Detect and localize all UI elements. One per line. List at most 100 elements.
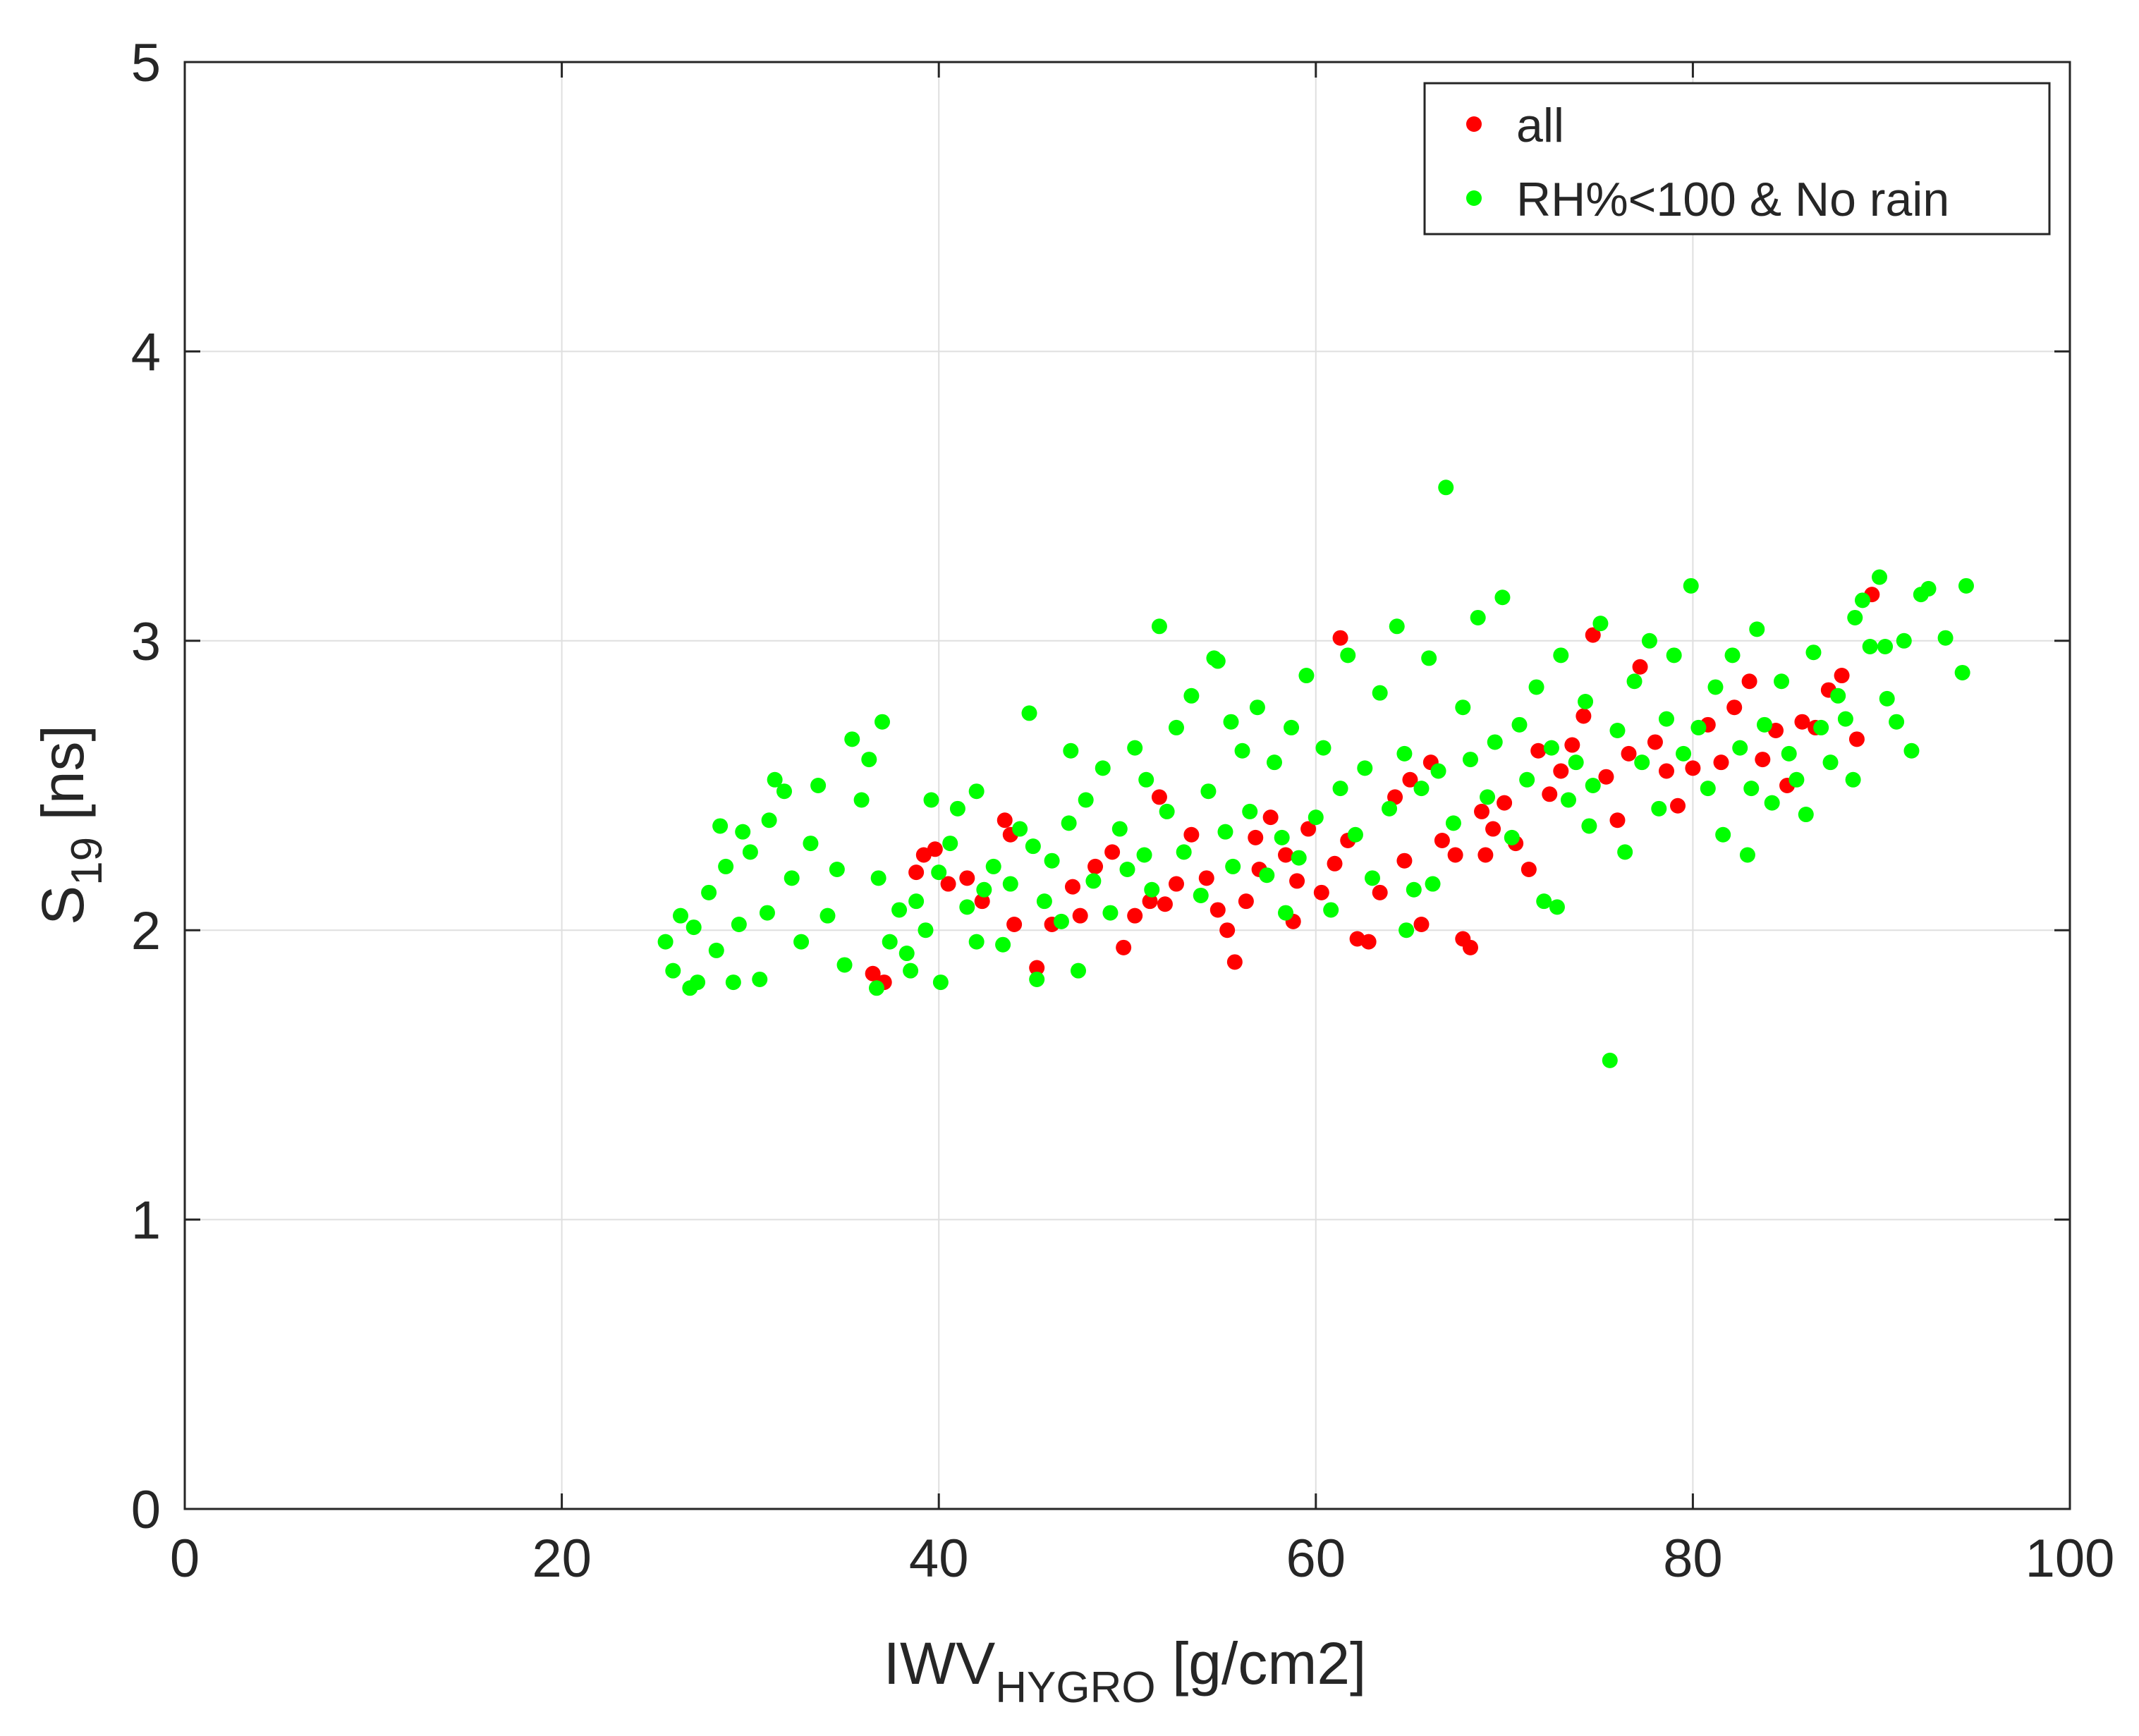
data-point xyxy=(1632,659,1648,675)
data-point xyxy=(1142,893,1158,910)
data-point xyxy=(731,916,747,932)
data-point xyxy=(1064,879,1080,895)
data-point xyxy=(1647,734,1663,750)
data-point xyxy=(1116,939,1132,955)
data-point xyxy=(1238,893,1254,910)
data-point xyxy=(1487,734,1503,750)
data-point xyxy=(908,893,925,910)
data-point xyxy=(1430,763,1446,779)
data-point xyxy=(1470,609,1486,625)
data-point xyxy=(985,858,1001,874)
data-point xyxy=(870,870,886,886)
data-point xyxy=(1151,618,1167,635)
data-point xyxy=(1879,690,1895,707)
legend-box xyxy=(1423,82,2051,236)
plot-frame xyxy=(183,61,2071,1510)
data-point xyxy=(1157,896,1173,912)
y-tick-label: 2 xyxy=(131,901,161,961)
data-point xyxy=(1300,821,1317,837)
data-point xyxy=(1474,803,1490,819)
data-point xyxy=(949,800,965,817)
data-point xyxy=(1937,630,1954,646)
data-point xyxy=(1813,719,1829,735)
data-point xyxy=(1609,812,1626,829)
data-point xyxy=(1658,711,1674,727)
data-point xyxy=(1217,824,1233,840)
data-point xyxy=(1774,673,1790,690)
data-point xyxy=(1402,771,1418,788)
data-point xyxy=(819,907,836,924)
data-point xyxy=(1553,763,1569,779)
y-axis-title-unit: [ns] xyxy=(30,725,96,837)
data-point xyxy=(1755,752,1771,768)
data-point xyxy=(1144,881,1160,898)
data-point xyxy=(1670,797,1686,814)
x-axis-title-unit: [g/cm2] xyxy=(1156,1630,1367,1697)
data-point xyxy=(891,902,908,918)
data-point xyxy=(1006,916,1023,932)
legend: all RH%<100 & No rain xyxy=(1423,82,2051,236)
data-point xyxy=(1127,740,1143,756)
x-tick-label: 0 xyxy=(170,1529,200,1589)
data-point xyxy=(898,946,915,962)
data-point xyxy=(1756,716,1772,733)
data-point xyxy=(1549,899,1565,915)
data-point xyxy=(1289,873,1305,889)
data-point xyxy=(976,881,992,898)
grid-lines xyxy=(185,62,2070,1509)
data-point xyxy=(1617,844,1633,860)
data-point xyxy=(997,812,1013,829)
data-point xyxy=(1602,1052,1618,1068)
data-point xyxy=(1519,771,1535,788)
data-point xyxy=(932,974,949,991)
data-point xyxy=(1206,650,1222,666)
x-axis-title-sub: HYGRO xyxy=(995,1663,1155,1712)
data-point xyxy=(1598,769,1614,785)
data-point xyxy=(1739,847,1755,863)
legend-label-rh-no-rain: RH%<100 & No rain xyxy=(1516,173,1949,226)
data-point xyxy=(1159,803,1175,819)
series-1 xyxy=(657,479,1974,1068)
data-point xyxy=(690,974,706,991)
data-point xyxy=(1726,699,1743,716)
data-point xyxy=(1822,754,1839,771)
data-point xyxy=(725,974,741,991)
data-point xyxy=(1521,862,1537,878)
data-point xyxy=(1741,673,1757,690)
data-point xyxy=(1707,679,1724,695)
data-point xyxy=(1332,630,1348,646)
data-point xyxy=(1078,792,1094,808)
data-point xyxy=(1903,742,1920,759)
y-axis-title: S19 [ns] xyxy=(30,725,111,925)
data-point xyxy=(1749,621,1765,637)
data-point xyxy=(1012,821,1028,837)
data-point xyxy=(1798,807,1814,823)
data-point xyxy=(1425,876,1441,892)
data-point xyxy=(1462,752,1478,768)
axis-ticks: 0 20 40 60 80 100 0 1 2 3 4 5 xyxy=(131,33,2115,1589)
data-point xyxy=(1225,858,1241,874)
data-point xyxy=(735,824,751,840)
data-point xyxy=(767,771,783,788)
data-point xyxy=(1372,685,1388,701)
data-point xyxy=(1138,771,1154,788)
data-point xyxy=(1357,760,1373,776)
data-point xyxy=(1406,881,1422,898)
data-point xyxy=(1511,716,1528,733)
data-point xyxy=(1347,826,1363,843)
data-point xyxy=(1063,742,1079,759)
data-point xyxy=(1234,742,1250,759)
data-point xyxy=(1494,589,1511,606)
data-point xyxy=(1626,673,1643,690)
data-point xyxy=(1259,867,1275,884)
data-point xyxy=(1621,745,1637,762)
data-point xyxy=(1781,745,1797,762)
data-point xyxy=(1136,847,1152,863)
data-point xyxy=(1284,719,1300,735)
data-point xyxy=(1387,789,1403,805)
data-point xyxy=(1438,479,1454,496)
data-point xyxy=(1837,711,1853,727)
y-axis-title-main: S xyxy=(30,886,96,925)
data-point xyxy=(1676,745,1692,762)
data-point xyxy=(1002,876,1018,892)
